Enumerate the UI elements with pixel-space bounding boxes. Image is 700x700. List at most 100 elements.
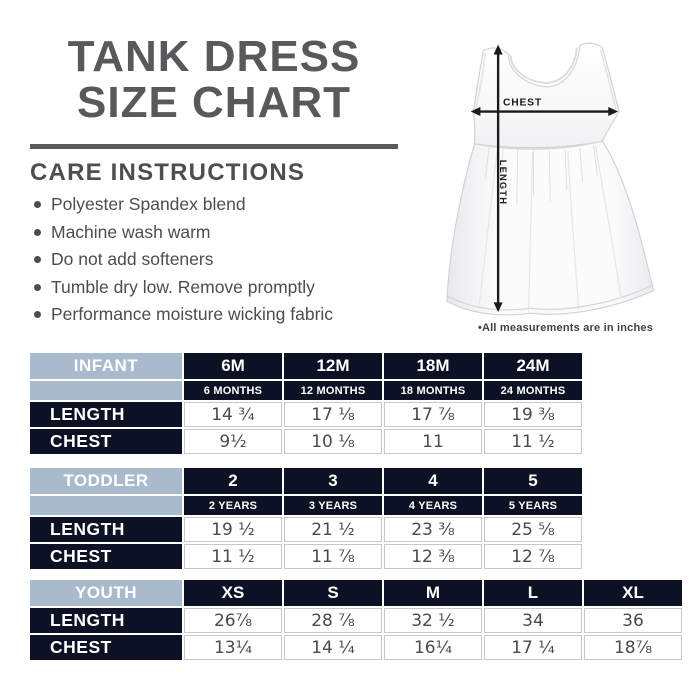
care-list-item: Polyester Spandex blend — [32, 195, 333, 214]
measurement-value: 28 ⅞ — [284, 608, 382, 633]
chest-arrow-label: CHEST — [503, 98, 542, 109]
size-table-grid: TODDLER 2 3 4 5 2 YEARS 3 YEARS 4 YEARS 5 YEARS L… — [28, 466, 584, 571]
skirt-folds — [478, 145, 622, 313]
measurement-value: 11 ⅞ — [284, 544, 382, 569]
page-title-line2: SIZE CHART — [77, 77, 351, 127]
measurement-value: 14 ¾ — [184, 402, 282, 427]
size-table-toddler: TODDLER 2 3 4 5 2 YEARS 3 YEARS 4 YEARS 5 YEARS L… — [28, 466, 584, 571]
care-item-text: Machine wash warm — [51, 221, 211, 242]
measurement-value: 17 ⅛ — [284, 402, 382, 427]
size-table-grid: INFANT 6M 12M 18M 24M 6 MONTHS 12 MONTHS 18 MON… — [28, 351, 584, 456]
measurement-units-note: •All measurements are in inches — [477, 322, 654, 334]
measurement-value: 17 ¼ — [484, 635, 582, 660]
title-divider-rule — [30, 144, 398, 149]
size-column-header: S — [284, 580, 382, 606]
size-table-grid: YOUTH XS S M L XL LENGTH 26⅞ 28 ⅞ 32 ½ 34 36 CHEST 13… — [28, 578, 684, 662]
measurement-value: 11 ½ — [184, 544, 282, 569]
care-list-item: Performance moisture wicking fabric — [32, 305, 333, 324]
dress-bodice — [472, 42, 620, 149]
size-column-header: 24M — [484, 353, 582, 379]
care-item-text: Performance moisture wicking fabric — [51, 304, 334, 324]
armhole-binding-left — [474, 52, 487, 111]
age-group-label: YOUTH — [30, 580, 182, 606]
size-column-header: 12M — [284, 353, 382, 379]
measurement-value: 32 ½ — [384, 608, 482, 633]
length-arrow — [493, 44, 503, 313]
size-column-header: 2 — [184, 468, 282, 494]
chest-arrow — [470, 106, 619, 117]
age-group-spacer — [30, 496, 182, 515]
bullet-icon — [34, 256, 41, 263]
skirt-gathers — [484, 144, 598, 205]
care-list-item: Tumble dry low. Remove promptly — [32, 276, 333, 297]
size-column-subheader: 5 YEARS — [484, 496, 582, 515]
measurement-row-label: CHEST — [30, 635, 182, 660]
size-column-subheader: 18 MONTHS — [384, 381, 482, 400]
hem-band — [447, 285, 652, 311]
care-instructions-list: Polyester Spandex blend Machine wash war… — [32, 195, 333, 333]
size-column-subheader: 24 MONTHS — [484, 381, 582, 400]
page-title-line1: TANK DRESS — [67, 32, 361, 81]
bullet-icon — [34, 311, 41, 318]
age-group-spacer — [30, 381, 182, 400]
armhole-binding-right — [599, 49, 617, 111]
size-column-header: 3 — [284, 468, 382, 494]
measurement-value: 36 — [584, 608, 682, 633]
measurement-value: 19 ½ — [184, 517, 282, 542]
care-list-item: Machine wash warm — [32, 221, 333, 242]
measurement-value: 25 ⅝ — [484, 517, 582, 542]
bullet-icon — [34, 283, 41, 291]
size-column-subheader: 2 YEARS — [184, 496, 282, 515]
measurement-value: 10 ⅛ — [284, 429, 382, 454]
size-table-youth: YOUTH XS S M L XL LENGTH 26⅞ 28 ⅞ 32 ½ 34 36 CHEST 13… — [28, 578, 684, 662]
measurement-value: 17 ⅞ — [384, 402, 482, 427]
size-column-header: 4 — [384, 468, 482, 494]
age-group-label: TODDLER — [30, 468, 182, 494]
size-column-header: L — [484, 580, 582, 606]
size-column-header: M — [384, 580, 482, 606]
measurement-row-label: LENGTH — [30, 402, 182, 427]
measurement-value: 18⅞ — [584, 635, 682, 660]
size-column-header: 18M — [384, 353, 482, 379]
measurement-value: 9½ — [184, 429, 282, 454]
tank-dress-illustration: CHEST LENGTH — [446, 42, 655, 316]
measurement-value: 12 ⅞ — [484, 544, 582, 569]
age-group-label: INFANT — [30, 353, 182, 379]
measurement-value: 14 ¼ — [284, 635, 382, 660]
size-column-header: 6M — [184, 353, 282, 379]
measurement-value: 11 ½ — [484, 429, 582, 454]
measurement-row-label: CHEST — [30, 544, 182, 569]
size-column-subheader: 3 YEARS — [284, 496, 382, 515]
measurement-row-label: LENGTH — [30, 608, 182, 633]
page-title: TANK DRESS SIZE CHART — [30, 34, 398, 126]
care-item-text: Tumble dry low. Remove promptly — [51, 276, 315, 297]
neckline-binding — [509, 47, 578, 84]
size-table-infant: INFANT 6M 12M 18M 24M 6 MONTHS 12 MONTHS 18 MON… — [28, 351, 584, 456]
measurement-row-label: CHEST — [30, 429, 182, 454]
dress-skirt — [446, 140, 655, 316]
care-item-text: Polyester Spandex blend — [51, 194, 246, 214]
care-instructions-heading: CARE INSTRUCTIONS — [30, 159, 306, 186]
size-column-header: XS — [184, 580, 282, 606]
measurement-value: 34 — [484, 608, 582, 633]
measurement-value: 21 ½ — [284, 517, 382, 542]
size-column-header: 5 — [484, 468, 582, 494]
waist-seam — [474, 140, 603, 150]
size-column-subheader: 12 MONTHS — [284, 381, 382, 400]
measurement-row-label: LENGTH — [30, 517, 182, 542]
measurement-value: 26⅞ — [184, 608, 282, 633]
measurement-value: 13¼ — [184, 635, 282, 660]
bullet-icon — [34, 201, 41, 208]
length-arrow-label: LENGTH — [498, 160, 508, 205]
measurement-value: 11 — [384, 429, 482, 454]
care-list-item: Do not add softeners — [32, 250, 333, 269]
measurement-value: 12 ⅜ — [384, 544, 482, 569]
care-item-text: Do not add softeners — [51, 249, 214, 269]
tank-dress-figure: CHEST LENGTH — [438, 22, 693, 322]
bullet-icon — [34, 228, 41, 236]
size-column-subheader: 4 YEARS — [384, 496, 482, 515]
measurement-value: 23 ⅜ — [384, 517, 482, 542]
measurement-value: 16¼ — [384, 635, 482, 660]
measurement-value: 19 ⅜ — [484, 402, 582, 427]
size-column-header: XL — [584, 580, 682, 606]
